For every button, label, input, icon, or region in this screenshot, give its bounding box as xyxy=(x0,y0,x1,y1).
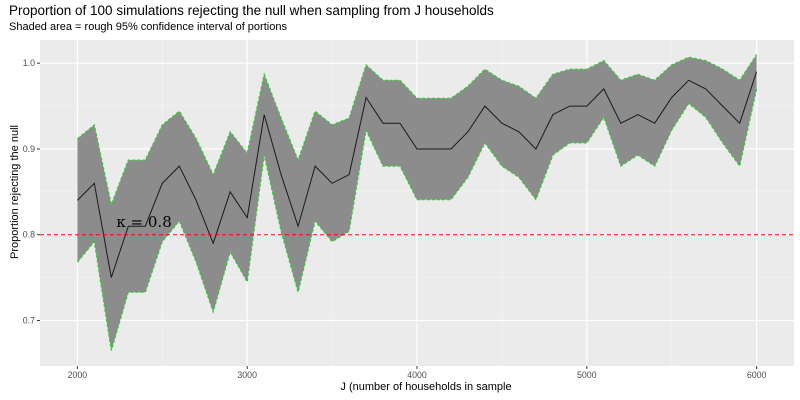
kappa-annotation: κ = 0.8 xyxy=(116,213,171,231)
confidence-band xyxy=(77,54,757,351)
x-tick-label: 3000 xyxy=(237,370,257,380)
x-tick-label: 6000 xyxy=(747,370,767,380)
x-axis-label: J (number of households in sample xyxy=(340,381,512,393)
y-tick-label: 0.9 xyxy=(23,144,35,154)
y-tick-label: 0.8 xyxy=(23,230,35,240)
x-tick-label: 4000 xyxy=(407,370,427,380)
chart-subtitle: Shaded area = rough 95% confidence inter… xyxy=(9,21,287,33)
chart-title: Proportion of 100 simulations rejecting … xyxy=(9,3,494,18)
band-upper-edge xyxy=(77,54,758,207)
x-tick-label: 5000 xyxy=(577,370,597,380)
x-tick-label: 2000 xyxy=(68,370,88,380)
band-lower-edge xyxy=(76,88,758,351)
proportion-line xyxy=(77,71,758,278)
y-tick-label: 1.0 xyxy=(23,58,35,68)
y-tick-label: 0.7 xyxy=(23,316,35,326)
